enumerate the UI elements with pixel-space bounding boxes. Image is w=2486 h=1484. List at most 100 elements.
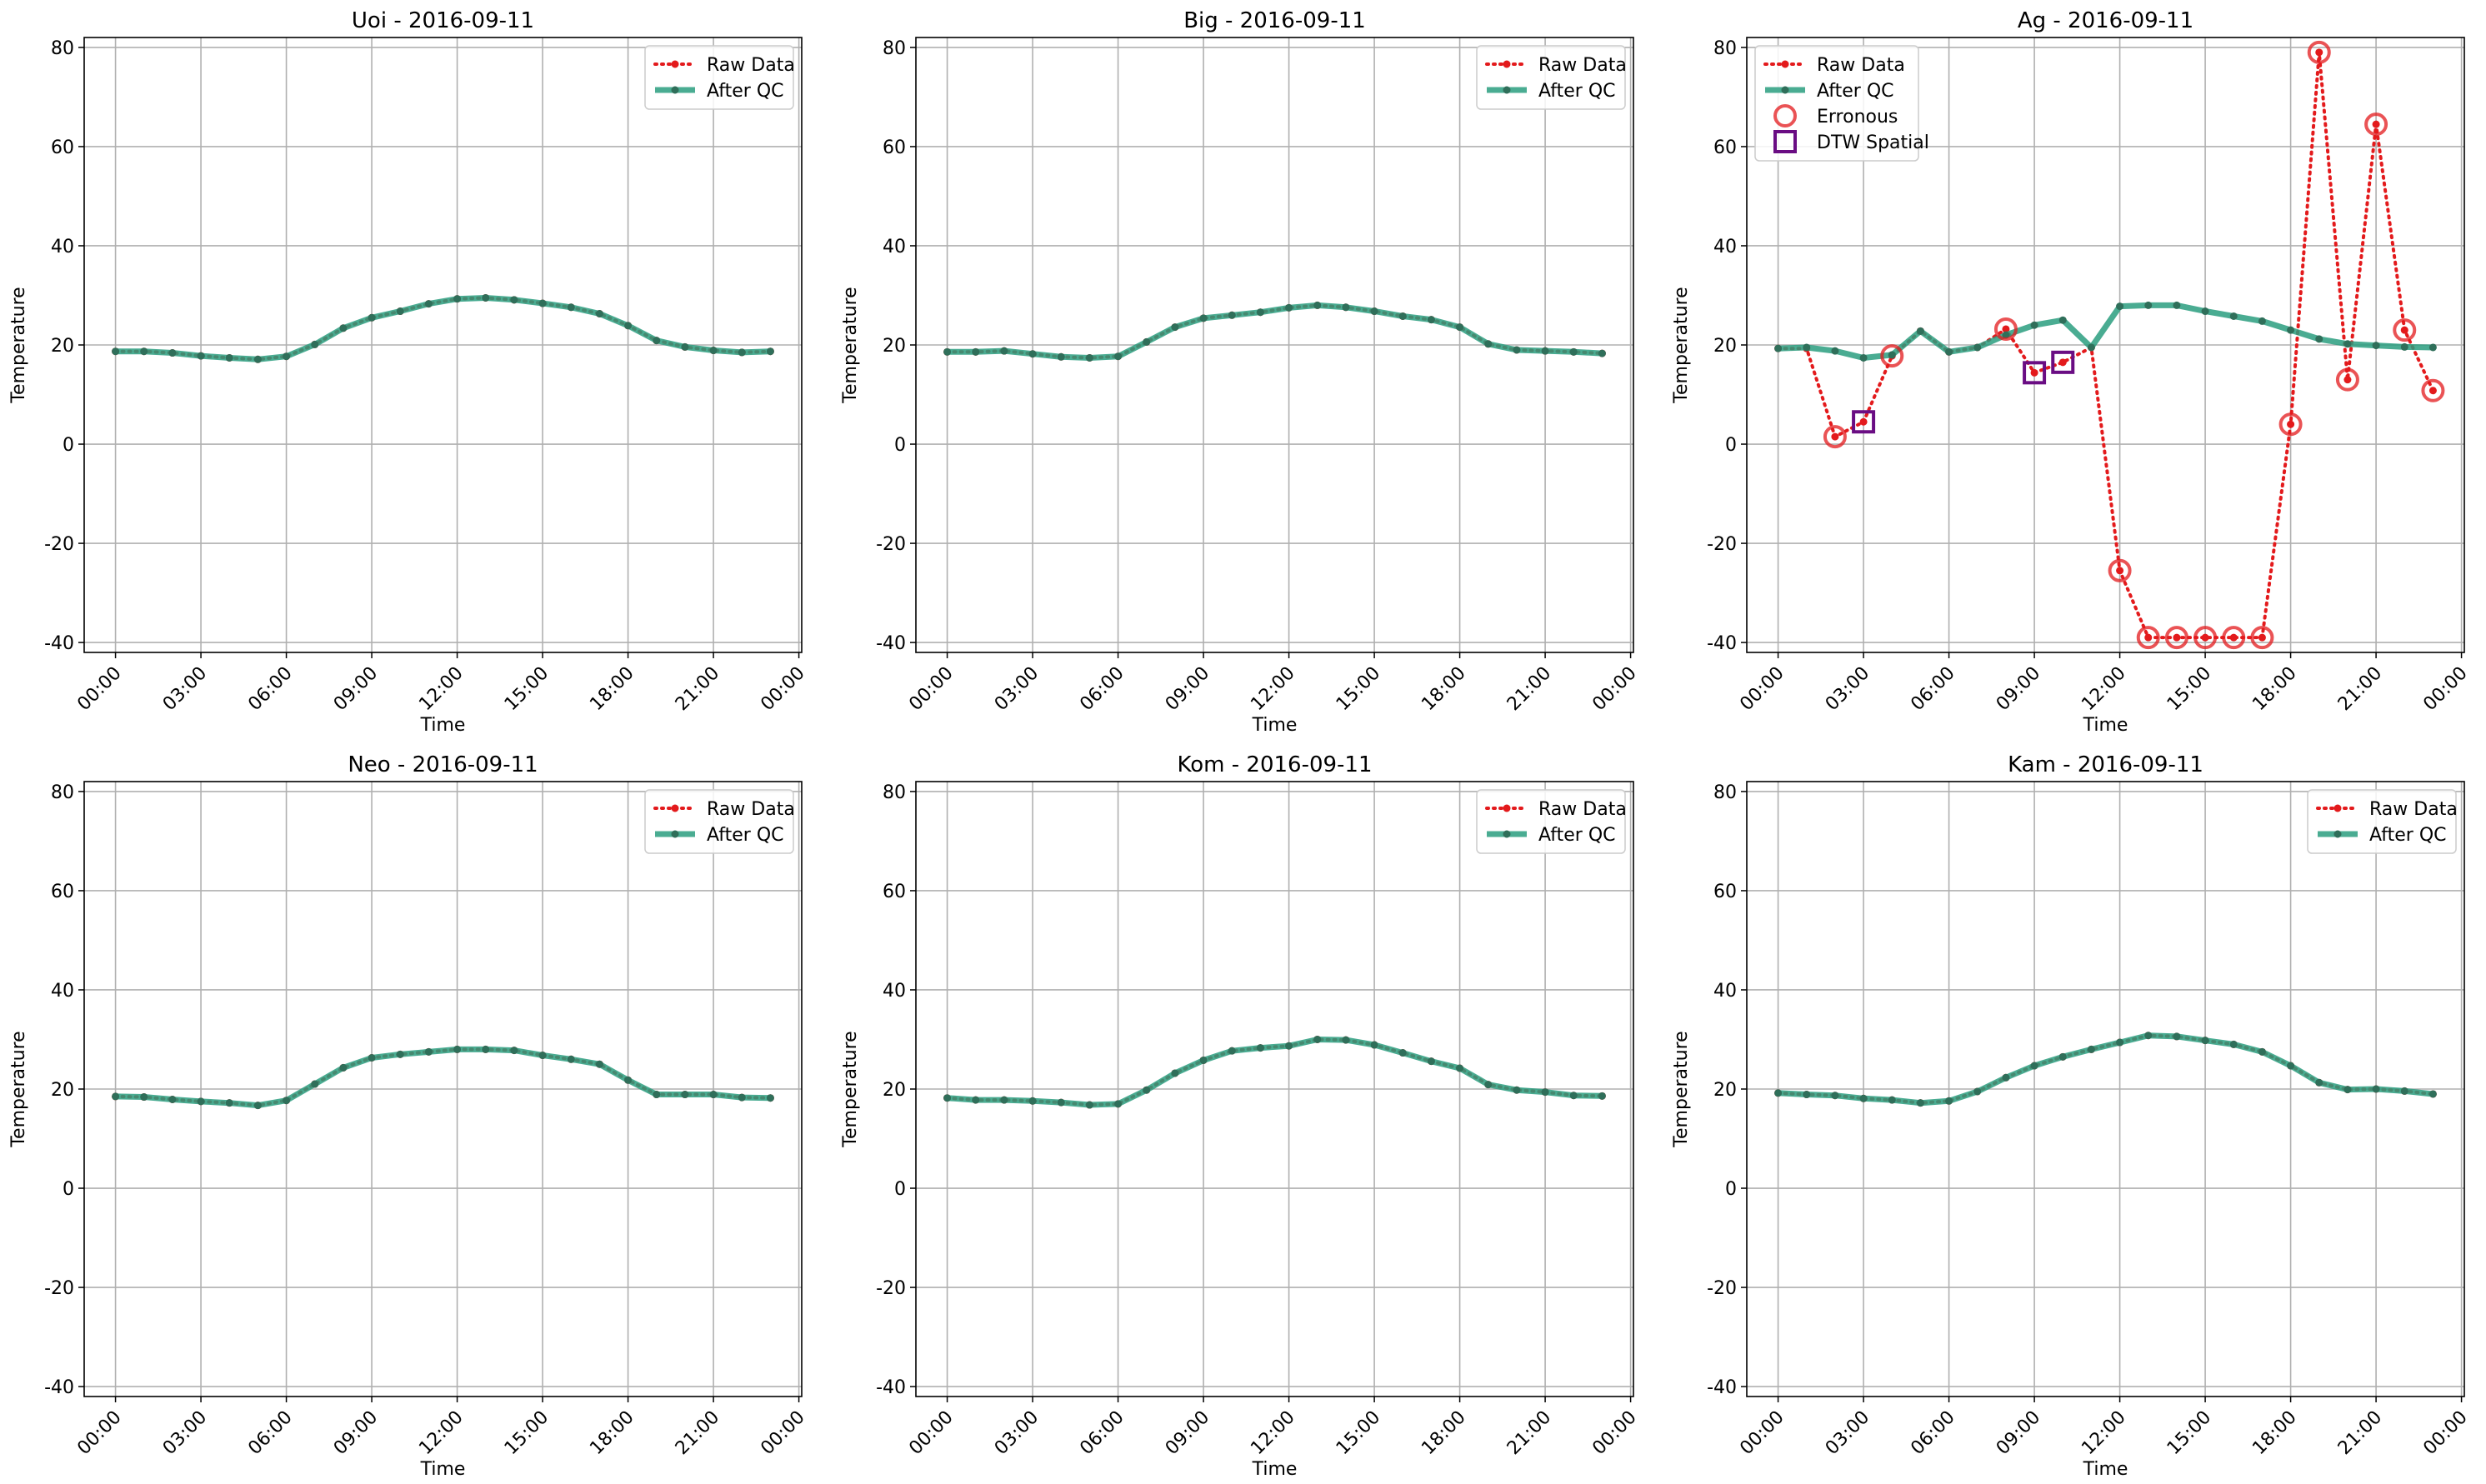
y-tick-label: -40 — [1707, 1377, 1737, 1398]
legend-label: After QC — [707, 825, 784, 846]
legend-dtw-swatch — [1773, 130, 1797, 153]
after-qc-point — [1199, 314, 1208, 322]
x-axis-label: Time — [420, 715, 466, 736]
y-tick-label: 20 — [51, 336, 74, 357]
after-qc-point — [2372, 342, 2380, 350]
x-tick-label: 15:00 — [1333, 663, 1385, 716]
x-tick-label: 09:00 — [1162, 1407, 1214, 1460]
after-qc-point — [1285, 1042, 1293, 1050]
legend-qc-marker — [671, 86, 679, 94]
raw-data-point — [2400, 326, 2408, 334]
after-qc-point — [624, 1076, 633, 1084]
legend-box — [1476, 789, 1626, 854]
x-tick-label: 12:00 — [1247, 663, 1299, 716]
after-qc-point — [1085, 1101, 1093, 1109]
x-tick-label: 03:00 — [1822, 663, 1874, 716]
legend-entry: After QC — [2318, 825, 2447, 846]
x-tick-label: 00:00 — [73, 1407, 126, 1460]
after-qc-point — [1916, 327, 1924, 335]
after-qc-point — [1916, 1099, 1924, 1107]
after-qc-point — [2002, 1073, 2010, 1082]
axes-frame — [915, 781, 1634, 1397]
legend-raw-marker — [1781, 60, 1789, 68]
after-qc-point — [1114, 1100, 1123, 1108]
legend: Raw Data After QC — [2307, 789, 2458, 854]
axes-frame — [83, 781, 803, 1397]
erroneous-marker — [2278, 412, 2303, 437]
after-qc-point — [253, 355, 262, 363]
after-qc-point — [738, 348, 746, 357]
y-tick-label: 20 — [51, 1080, 74, 1101]
grid — [916, 37, 1633, 652]
after-qc-point — [2173, 301, 2181, 309]
legend-box — [2307, 789, 2457, 854]
after-qc-point — [1000, 347, 1008, 355]
after-qc-point — [482, 293, 490, 302]
y-axis-label: Temperature — [8, 1031, 29, 1147]
raw-data-point — [2173, 633, 2181, 642]
y-tick-label: 60 — [51, 137, 74, 158]
legend-label: Erronous — [1817, 107, 1898, 127]
legend-label: Raw Data — [1538, 799, 1627, 820]
y-tick-label: -40 — [1707, 633, 1737, 654]
after-qc-point — [2116, 302, 2124, 311]
raw-data-point — [2315, 48, 2323, 57]
after-qc-point — [2229, 1040, 2238, 1048]
x-tick-label: 00:00 — [1736, 1407, 1788, 1460]
erroneous-marker — [2364, 112, 2388, 137]
legend-entry: Raw Data — [1763, 55, 1905, 76]
after-qc-point — [112, 347, 120, 356]
chart-title: Kam - 2016-09-11 — [2008, 752, 2203, 777]
after-qc-point — [1513, 346, 1521, 354]
chart-title: Ag - 2016-09-11 — [2018, 8, 2193, 33]
erroneous-marker — [2164, 626, 2188, 650]
x-tick-label: 06:00 — [1907, 1407, 1959, 1460]
legend-raw-marker — [671, 60, 679, 68]
after-qc-point — [2087, 1045, 2095, 1053]
x-tick-label: 15:00 — [2163, 1407, 2216, 1460]
after-qc-point — [538, 299, 547, 307]
legend-entry: Raw Data — [2316, 799, 2458, 820]
after-qc-point — [538, 1052, 547, 1060]
legend-entry: After QC — [1765, 81, 1894, 102]
after-qc-point — [624, 322, 633, 330]
after-qc-point — [1256, 1044, 1264, 1052]
legend: Raw Data After QC — [644, 789, 795, 854]
chart-title: Kom - 2016-09-11 — [1178, 752, 1373, 777]
after-qc-point — [2173, 1032, 2181, 1041]
erroneous-marker — [1823, 425, 1847, 449]
after-qc-point — [1228, 311, 1236, 319]
legend-label: Raw Data — [1538, 55, 1627, 76]
after-qc-point — [2258, 317, 2266, 325]
erroneous-marker — [2393, 318, 2417, 342]
raw-data-point — [2287, 420, 2295, 428]
after-qc-point — [2030, 321, 2038, 329]
after-qc-point — [1398, 312, 1407, 320]
erroneous-marker — [2108, 558, 2132, 582]
after-qc-point — [1370, 1041, 1378, 1049]
after-qc-point — [2116, 1038, 2124, 1047]
chart-title: Neo - 2016-09-11 — [348, 752, 538, 777]
legend-entry: Raw Data — [653, 799, 795, 820]
y-tick-label: 40 — [1713, 237, 1737, 257]
chart-panel-2: -40 -20 0 20 40 60 80 00:00 03:00 06:00 09:00 12:00… — [1671, 8, 2472, 736]
after-qc-point — [1484, 340, 1493, 348]
raw-data-point — [2428, 387, 2437, 395]
x-tick-label: 12:00 — [415, 1407, 468, 1460]
plot-area — [112, 1045, 774, 1110]
after-qc-point — [1541, 347, 1549, 355]
after-qc-point — [424, 1047, 433, 1056]
after-qc-point — [766, 347, 774, 356]
erroneous-marker — [2136, 626, 2160, 650]
x-tick-label: 00:00 — [905, 663, 958, 716]
after-qc-point — [2428, 1090, 2437, 1098]
erroneous-marker — [2307, 40, 2331, 64]
after-qc-point — [681, 1091, 689, 1099]
x-tick-label: 21:00 — [2334, 1407, 2387, 1460]
after-qc-point — [510, 296, 518, 304]
raw-data-point — [2201, 633, 2209, 642]
x-tick-label: 09:00 — [330, 663, 383, 716]
erroneous-marker — [2335, 367, 2359, 392]
x-tick-label: 03:00 — [1822, 1407, 1874, 1460]
after-qc-point — [140, 1093, 148, 1102]
